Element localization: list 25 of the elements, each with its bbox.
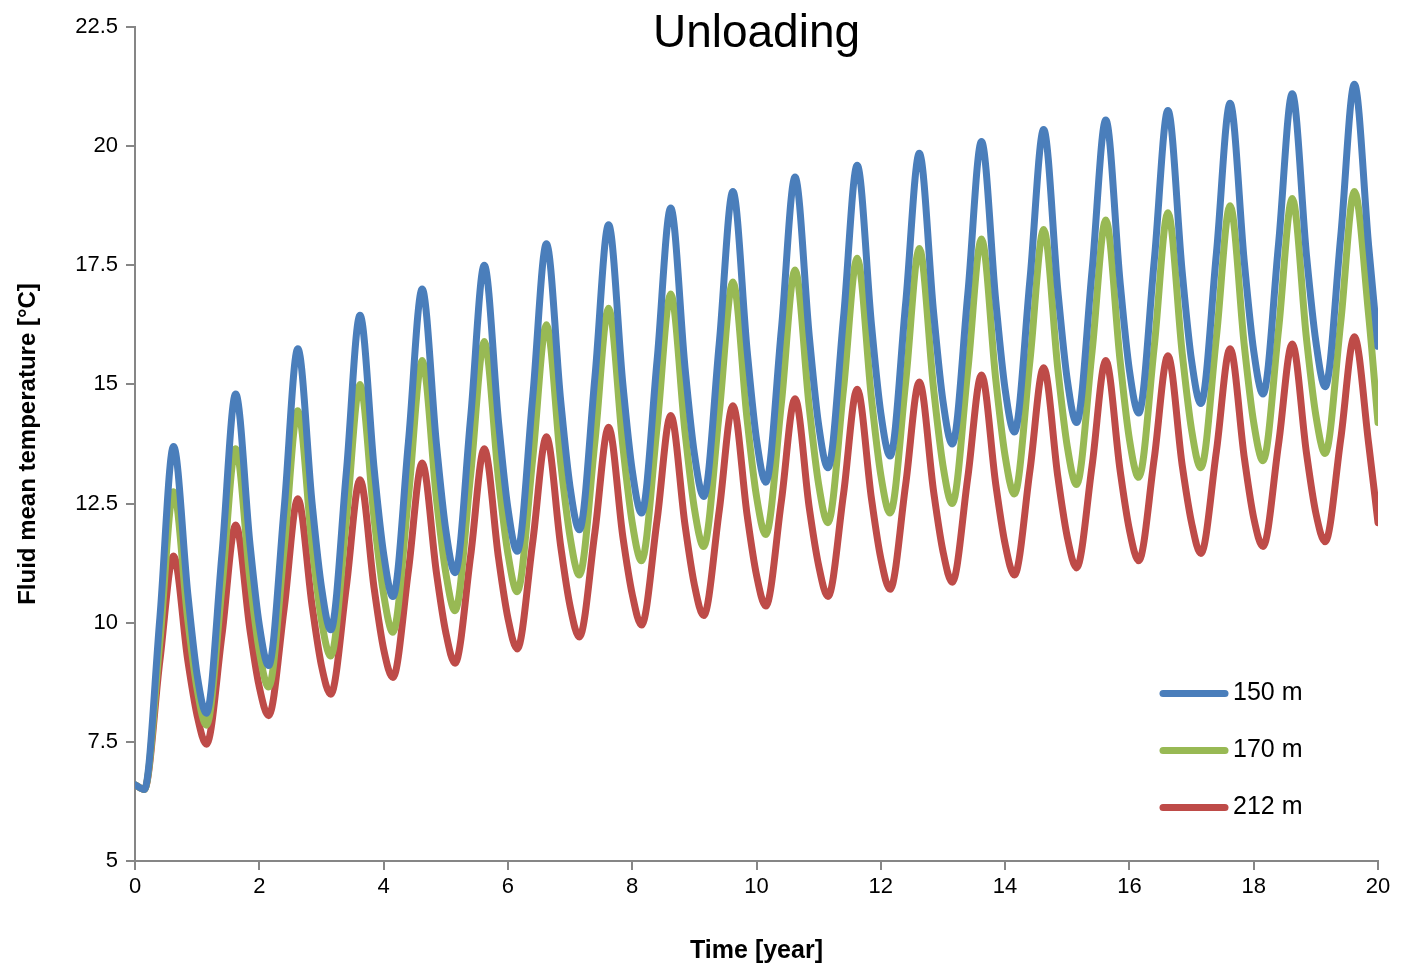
x-tick-label: 16 bbox=[1117, 873, 1142, 899]
x-tick-label: 8 bbox=[626, 873, 639, 899]
y-tick-label: 10 bbox=[93, 608, 118, 634]
chart-title: Unloading bbox=[652, 4, 861, 57]
y-tick-label: 20 bbox=[93, 132, 118, 158]
x-tick-label: 4 bbox=[377, 873, 390, 899]
x-tick-label: 0 bbox=[128, 873, 142, 899]
x-tick-label: 2 bbox=[253, 873, 266, 899]
x-tick-label: 20 bbox=[1365, 873, 1391, 899]
y-tick-label: 5 bbox=[105, 847, 118, 873]
y-tick-label: 17.5 bbox=[75, 251, 118, 277]
legend-label: 150 m bbox=[1233, 677, 1303, 706]
y-tick-label: 15 bbox=[93, 370, 118, 396]
y-tick-label: 22.5 bbox=[75, 13, 118, 39]
y-axis-title: Fluid mean temperature [°C] bbox=[13, 283, 41, 605]
x-tick-label: 10 bbox=[744, 873, 769, 899]
x-tick-label: 6 bbox=[501, 873, 515, 899]
legend-label: 212 m bbox=[1233, 791, 1303, 820]
x-tick-label: 14 bbox=[992, 873, 1018, 899]
x-axis-title: Time [year] bbox=[690, 934, 823, 963]
x-tick-label: 12 bbox=[868, 873, 894, 899]
y-tick-label: 12.5 bbox=[75, 489, 118, 515]
legend-label: 170 m bbox=[1233, 734, 1303, 763]
x-tick-label: 18 bbox=[1241, 873, 1266, 899]
y-tick-label: 7.5 bbox=[87, 727, 118, 753]
